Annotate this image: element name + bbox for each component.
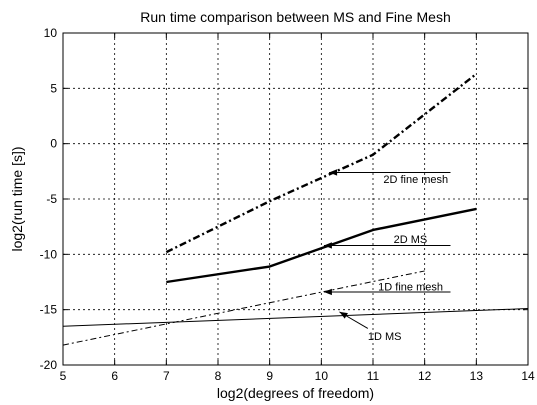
y-tick-label: -5 — [46, 192, 57, 206]
x-tick-label: 7 — [163, 369, 170, 383]
x-tick-label: 5 — [60, 369, 67, 383]
annotation-arrowhead — [323, 242, 332, 249]
annotation-arrowhead — [339, 311, 348, 319]
annotation-label: 1D MS — [368, 331, 402, 343]
series-layer — [62, 73, 529, 346]
x-tick-label: 14 — [521, 369, 535, 383]
chart-title: Run time comparison between MS and Fine … — [140, 9, 450, 25]
grid — [63, 33, 528, 365]
annotation-layer: 2D fine mesh 2D MS 1D fine mesh 1D MS — [323, 169, 451, 343]
series-line-1d-ms — [62, 308, 529, 327]
x-tick-label: 13 — [470, 369, 484, 383]
x-tick-label: 11 — [367, 369, 380, 383]
series-line-2d-fine-mesh — [165, 73, 478, 254]
axis-ticks: 5 6 7 8 9 10 11 12 13 14 -20 -15 -10 -5 0 5 10 — [40, 26, 535, 383]
annotation-label: 2D fine mesh — [383, 174, 448, 186]
y-axis-label: log2(run time [s]) — [9, 146, 25, 251]
y-tick-label: -15 — [40, 303, 58, 317]
x-axis-label: log2(degrees of freedom) — [217, 385, 374, 401]
x-tick-label: 6 — [111, 369, 118, 383]
annotation-arrowhead — [323, 288, 332, 296]
y-tick-label: 5 — [50, 81, 57, 95]
x-tick-label: 8 — [215, 369, 222, 383]
x-tick-label: 12 — [418, 369, 432, 383]
series-line-1d-fine-mesh — [62, 270, 425, 346]
annotation-label: 1D fine mesh — [378, 281, 443, 293]
y-tick-label: 10 — [44, 26, 58, 40]
annotation-label: 2D MS — [394, 234, 428, 246]
y-tick-label: -20 — [40, 358, 58, 372]
y-tick-label: 0 — [50, 137, 57, 151]
y-tick-label: -10 — [40, 247, 58, 261]
x-tick-label: 9 — [266, 369, 273, 383]
series-line-2d-ms — [166, 207, 477, 284]
x-tick-label: 10 — [315, 369, 329, 383]
annotation-arrowhead — [329, 169, 338, 176]
